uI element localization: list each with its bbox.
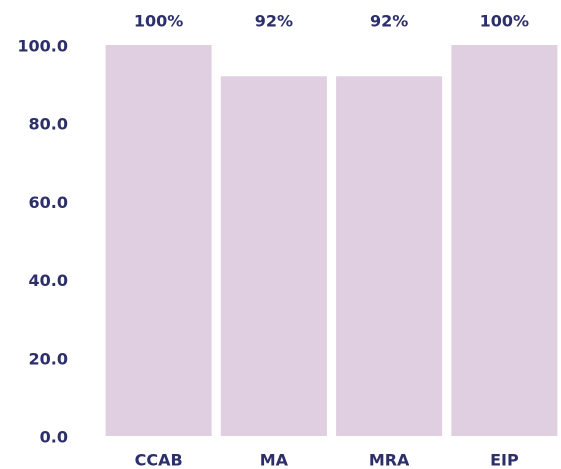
- x-tick-label: EIP: [490, 451, 519, 469]
- value-label: 92%: [370, 12, 408, 31]
- bar: [105, 45, 212, 436]
- x-tick-label: MRA: [369, 451, 410, 469]
- value-label: 100%: [480, 12, 529, 31]
- y-tick-label: 60.0: [29, 193, 68, 212]
- x-tick-label: MA: [260, 451, 289, 469]
- bar: [336, 76, 443, 436]
- y-tick-label: 100.0: [17, 37, 68, 56]
- y-tick-label: 0.0: [40, 428, 68, 447]
- y-tick-label: 40.0: [29, 271, 68, 290]
- x-tick-label: CCAB: [135, 451, 183, 469]
- bar: [451, 45, 558, 436]
- value-label: 100%: [134, 12, 183, 31]
- bar: [220, 76, 327, 436]
- y-tick-label: 80.0: [29, 115, 68, 134]
- value-label: 92%: [255, 12, 293, 31]
- y-tick-label: 20.0: [29, 349, 68, 368]
